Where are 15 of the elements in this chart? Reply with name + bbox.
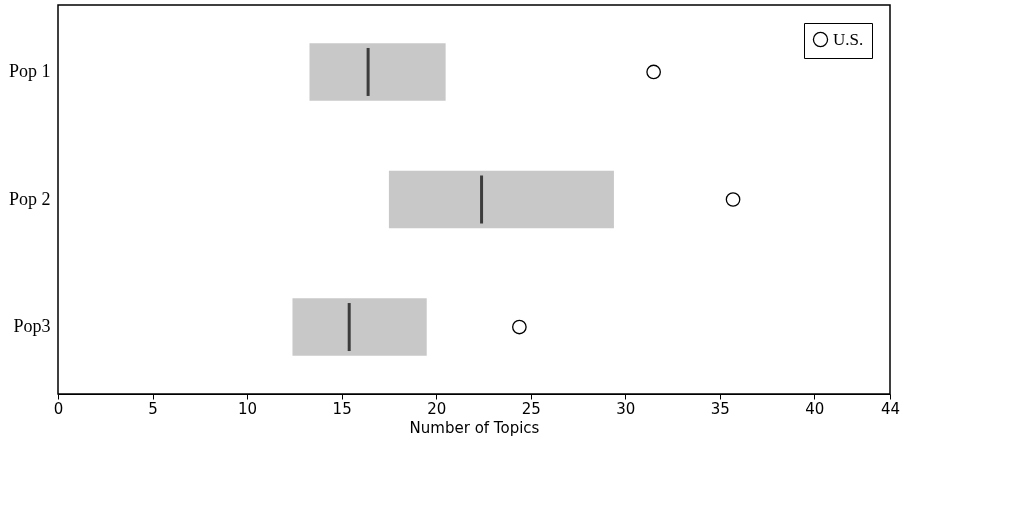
x-tick-label: 35 — [710, 399, 730, 418]
x-tick-label: 30 — [616, 399, 636, 418]
x-tick-label: 0 — [53, 399, 64, 418]
x-tick-label: 15 — [332, 399, 352, 418]
y-tick-label: Pop 1 — [8, 60, 51, 81]
x-tick-label: 25 — [521, 399, 541, 418]
x-axis-title: Number of Topics — [409, 418, 540, 437]
x-tick-label: 10 — [238, 399, 258, 418]
x-tick-label: 40 — [805, 399, 825, 418]
x-tick-label: 20 — [427, 399, 447, 418]
y-tick-label: Pop3 — [13, 316, 51, 337]
x-tick-label: 44 — [880, 399, 901, 418]
y-tick-label: Pop 2 — [8, 188, 51, 209]
legend-label: U.S. — [833, 29, 864, 49]
x-tick-label: 5 — [148, 399, 158, 418]
